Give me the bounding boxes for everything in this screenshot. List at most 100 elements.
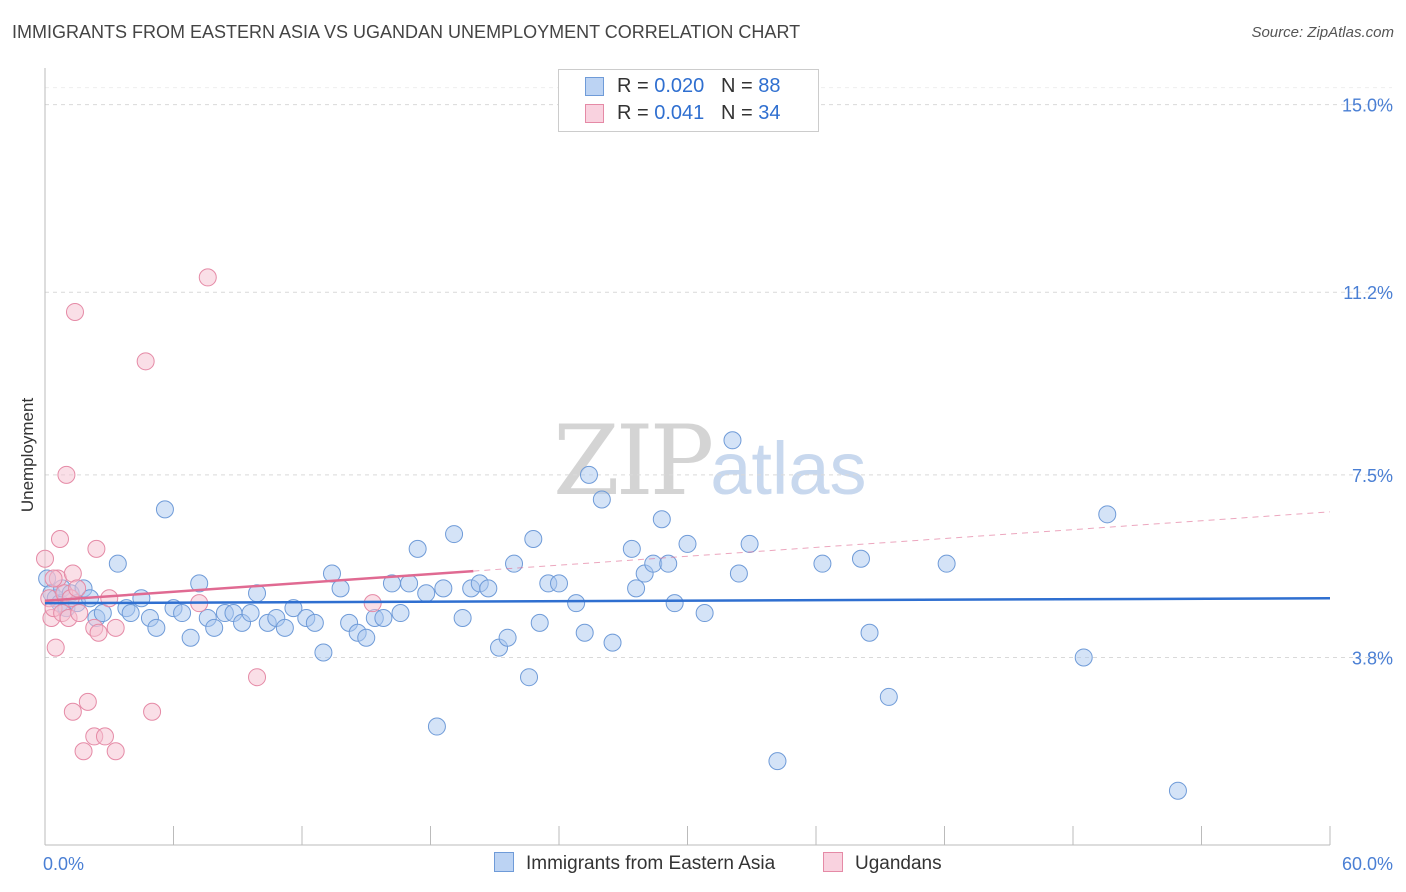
bottom-legend-swatch-pink <box>823 852 843 872</box>
axes <box>44 68 1331 846</box>
data-point-immigrants <box>937 554 956 573</box>
bottom-legend-label: Immigrants from Eastern Asia <box>526 853 776 874</box>
data-point-immigrants <box>173 604 192 623</box>
data-point-immigrants <box>93 604 112 623</box>
data-point-immigrants <box>530 613 549 632</box>
data-point-immigrants <box>357 628 376 647</box>
data-point-immigrants <box>729 564 748 583</box>
data-point-immigrants <box>592 490 611 509</box>
data-point-immigrants <box>434 579 453 598</box>
data-point-ugandans <box>36 549 54 568</box>
y-tick-label: 15.0% <box>1342 96 1393 116</box>
data-point-immigrants <box>453 608 472 627</box>
data-point-ugandans <box>44 569 63 588</box>
data-point-ugandans <box>89 623 108 642</box>
data-point-ugandans <box>46 638 65 657</box>
data-point-immigrants <box>627 579 646 598</box>
data-point-ugandans <box>136 352 155 371</box>
data-point-immigrants <box>1168 781 1187 800</box>
data-point-immigrants <box>567 594 586 613</box>
y-tick-label: 7.5% <box>1352 466 1393 486</box>
stats-legend: R = 0.020 N = 88 R = 0.041 N = 34 <box>558 69 819 132</box>
series-immigrants-points <box>38 431 1187 800</box>
data-point-immigrants <box>860 623 879 642</box>
data-point-ugandans <box>78 692 97 711</box>
data-point-immigrants <box>305 613 324 632</box>
gridlines <box>45 87 1392 658</box>
data-point-ugandans <box>74 742 93 761</box>
data-point-ugandans <box>57 465 76 484</box>
bottom-legend-immigrants: Immigrants from Eastern Asia <box>494 852 775 875</box>
legend-n-label: N = <box>720 75 759 97</box>
data-point-immigrants <box>498 628 517 647</box>
data-point-immigrants <box>391 604 410 623</box>
data-point-immigrants <box>445 525 464 544</box>
data-point-ugandans <box>95 727 114 746</box>
legend-r-value: 0.020 <box>654 75 705 97</box>
data-point-ugandans <box>70 604 89 623</box>
data-point-immigrants <box>659 554 678 573</box>
data-point-immigrants <box>622 539 641 558</box>
legend-n-label: N = <box>720 102 759 124</box>
data-point-immigrants <box>603 633 622 652</box>
data-point-immigrants <box>520 668 539 687</box>
data-point-immigrants <box>121 604 140 623</box>
data-point-immigrants <box>190 574 209 593</box>
data-point-immigrants <box>879 687 898 706</box>
tick-labels: 3.8% 7.5% 11.2% 15.0% 0.0% 60.0% <box>43 96 1393 874</box>
legend-r-label: R = <box>617 102 655 124</box>
data-point-immigrants <box>695 604 714 623</box>
data-point-ugandans <box>63 564 82 583</box>
trend-lines <box>44 511 1331 605</box>
data-point-immigrants <box>205 618 224 637</box>
bottom-legend-ugandans: Ugandans <box>823 852 942 875</box>
legend-swatch-blue <box>585 77 604 96</box>
legend-r-value: 0.041 <box>654 102 705 124</box>
data-point-immigrants <box>241 604 260 623</box>
data-point-immigrants <box>723 431 742 450</box>
legend-n-value: 34 <box>758 102 781 124</box>
data-point-immigrants <box>181 628 200 647</box>
data-point-immigrants <box>644 554 663 573</box>
data-point-immigrants <box>550 574 568 593</box>
data-point-ugandans <box>106 618 125 637</box>
data-point-immigrants <box>579 465 598 484</box>
y-tick-label: 11.2% <box>1343 283 1393 303</box>
legend-r-label: R = <box>617 75 655 97</box>
data-point-ugandans <box>68 579 87 598</box>
data-point-immigrants <box>524 530 543 548</box>
data-point-ugandans <box>248 668 267 687</box>
trend-line-immigrants <box>44 596 1331 605</box>
data-point-immigrants <box>479 579 498 598</box>
data-point-immigrants <box>813 554 832 573</box>
data-point-immigrants <box>108 554 127 573</box>
y-tick-label: 3.8% <box>1352 648 1393 668</box>
data-point-immigrants <box>575 623 594 642</box>
watermark-zip: ZIP <box>553 405 714 517</box>
trend-line-ugandans-extension <box>473 511 1331 572</box>
data-point-immigrants <box>678 534 697 553</box>
data-point-immigrants <box>652 510 671 529</box>
data-point-ugandans <box>106 742 125 761</box>
legend-swatch-pink <box>585 104 604 123</box>
series-ugandans-points <box>36 268 382 761</box>
data-point-immigrants <box>427 717 446 736</box>
bottom-legend-swatch-blue <box>494 852 514 872</box>
data-point-immigrants <box>284 599 303 618</box>
chart-title: IMMIGRANTS FROM EASTERN ASIA VS UGANDAN … <box>12 22 801 42</box>
x-tick-label-min: 0.0% <box>43 854 84 874</box>
data-point-immigrants <box>408 539 427 558</box>
trend-line-ugandans <box>44 569 474 602</box>
data-point-immigrants <box>505 554 524 573</box>
data-point-immigrants <box>740 534 759 553</box>
bottom-legend-label: Ugandans <box>855 853 942 874</box>
data-point-immigrants <box>665 594 684 613</box>
data-point-immigrants <box>417 584 436 603</box>
data-point-ugandans <box>50 530 69 548</box>
legend-n-value: 88 <box>758 75 781 97</box>
data-point-immigrants <box>132 589 151 608</box>
data-point-ugandans <box>65 302 84 321</box>
data-point-immigrants <box>314 643 333 662</box>
data-point-immigrants <box>1074 648 1093 667</box>
